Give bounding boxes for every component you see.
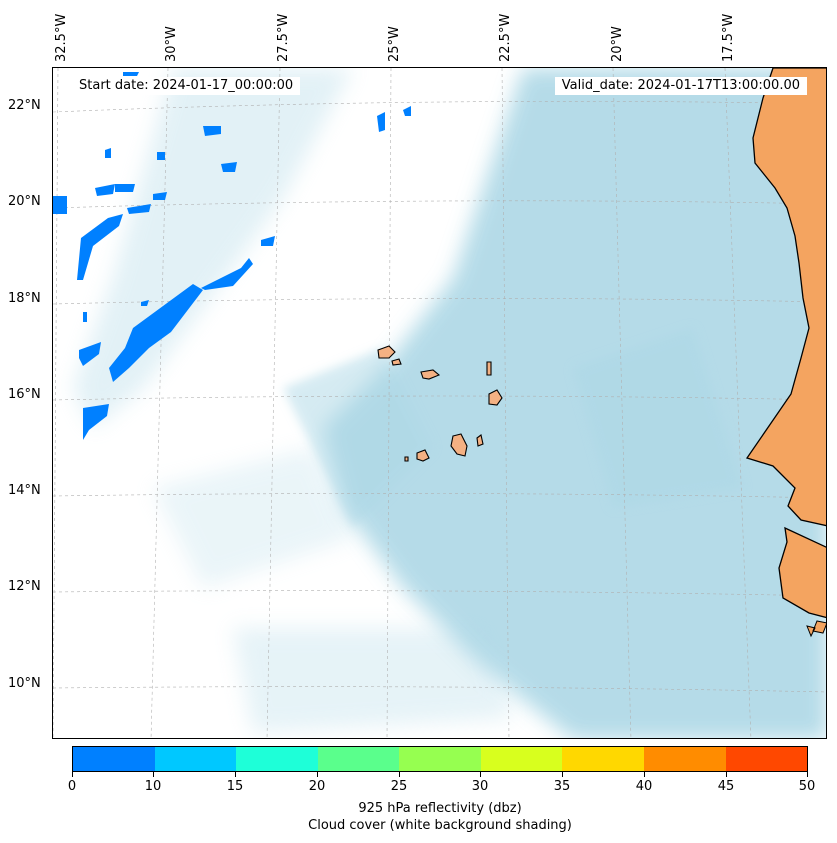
reflectivity-patch: [123, 72, 139, 76]
reflectivity-patch: [95, 184, 115, 196]
reflectivity-patch: [53, 196, 67, 214]
reflectivity-patch: [201, 258, 253, 290]
colorbar-tick-label: 30: [471, 779, 489, 794]
island-sal: [486, 361, 492, 376]
cloud-band-southwest: [153, 448, 353, 588]
colorbar-segment: [236, 747, 318, 771]
colorbar-tick-label: 40: [635, 779, 653, 794]
reflectivity-patch: [79, 342, 101, 366]
colorbar-tick: [644, 772, 645, 777]
lon-label-30w: 30°W: [164, 26, 179, 62]
colorbar-tick: [726, 772, 727, 777]
gridlines: [53, 68, 826, 738]
colorbar: [72, 746, 808, 772]
reflectivity-patch: [377, 112, 385, 132]
colorbar-sublabel: Cloud cover (white background shading): [308, 818, 572, 833]
colorbar-segment: [643, 747, 726, 771]
lon-label-32-5w: 32.5°W: [54, 13, 69, 62]
lat-label-10n: 10°N: [8, 676, 41, 691]
lon-label-27-5w: 27.5°W: [276, 13, 291, 62]
land-africa-south: [778, 526, 826, 619]
colorbar-tick: [153, 772, 154, 777]
island-sao-vicente: [391, 358, 402, 366]
island-boa-vista: [488, 389, 503, 406]
colorbar-segment: [154, 747, 237, 771]
reflectivity-patch: [105, 148, 111, 158]
cloud-band-south: [233, 628, 513, 733]
reflectivity-patch: [127, 204, 151, 214]
gridline-lon-20: [612, 68, 632, 738]
colorbar-tick-label: 50: [798, 779, 816, 794]
island-fogo: [416, 449, 430, 462]
colorbar-segment: [725, 747, 808, 771]
land-bijagos-islands: [806, 620, 826, 638]
island-brava: [404, 456, 409, 462]
reflectivity-patch: [403, 106, 411, 116]
lat-label-18n: 18°N: [8, 291, 41, 306]
lat-label-22n: 22°N: [8, 98, 41, 113]
colorbar-tick-label: 35: [553, 779, 571, 794]
lon-label-22-5w: 22.5°W: [498, 13, 513, 62]
colorbar-tick: [72, 772, 73, 777]
colorbar-tick: [807, 772, 808, 777]
colorbar-label: 925 hPa reflectivity (dbz): [358, 801, 522, 816]
island-santiago: [450, 433, 468, 457]
gridline-lon-17-5: [724, 68, 752, 738]
reflectivity-patch: [109, 284, 203, 382]
colorbar-tick: [480, 772, 481, 777]
reflectivity-patches: [53, 72, 411, 440]
cloud-band-center: [283, 348, 433, 528]
cape-verde-islands: [377, 345, 503, 462]
start-date-label: Start date: 2024-01-17_00:00:00: [72, 77, 301, 95]
lon-label-20w: 20°W: [610, 26, 625, 62]
gridline-lon-25: [386, 68, 392, 738]
reflectivity-patch: [141, 300, 149, 306]
map-panel[interactable]: Start date: 2024-01-17_00:00:00 Valid_da…: [52, 67, 827, 739]
reflectivity-patch: [157, 152, 165, 160]
colorbar-tick: [317, 772, 318, 777]
cloud-core: [573, 328, 743, 508]
colorbar-tick-label: 10: [144, 779, 162, 794]
gridline-lon-22-5: [501, 68, 510, 738]
colorbar-tick-label: 20: [308, 779, 326, 794]
colorbar-tick-label: 45: [717, 779, 735, 794]
reflectivity-patch: [221, 162, 237, 172]
gridline-lon-27-5: [266, 68, 281, 738]
lat-label-14n: 14°N: [8, 483, 41, 498]
colorbar-tick-label: 0: [67, 779, 77, 794]
reflectivity-patch: [153, 192, 167, 200]
colorbar-tick: [562, 772, 563, 777]
valid-date-label: Valid_date: 2024-01-17T13:00:00.00: [554, 77, 807, 95]
colorbar-segment: [399, 747, 481, 771]
colorbar-tick: [235, 772, 236, 777]
land-africa: [745, 68, 826, 527]
colorbar-segment: [562, 747, 644, 771]
colorbar-segment: [73, 747, 155, 771]
colorbar-segment: [480, 747, 563, 771]
reflectivity-patch: [203, 126, 221, 136]
map-canvas: [53, 68, 826, 738]
colorbar-tick-label: 15: [226, 779, 244, 794]
lon-label-17-5w: 17.5°W: [721, 13, 736, 62]
cloud-band-main: [323, 68, 826, 738]
island-sao-nicolau: [420, 369, 441, 380]
colorbar-segment: [317, 747, 400, 771]
reflectivity-patch: [115, 184, 135, 192]
reflectivity-patch: [83, 312, 87, 322]
island-maio: [476, 434, 484, 447]
lon-label-25w: 25°W: [387, 26, 402, 62]
gridline-lon-32-5: [53, 68, 59, 738]
gridline-lon-30: [150, 68, 169, 738]
reflectivity-patch: [83, 404, 109, 440]
reflectivity-patch: [261, 236, 275, 246]
lat-label-12n: 12°N: [8, 579, 41, 594]
colorbar-tick: [399, 772, 400, 777]
island-santo-antao: [377, 345, 396, 359]
lat-label-20n: 20°N: [8, 194, 41, 209]
colorbar-tick-label: 25: [390, 779, 408, 794]
reflectivity-patch: [77, 214, 123, 280]
cloud-cover-shading: [73, 68, 826, 738]
lat-label-16n: 16°N: [8, 387, 41, 402]
